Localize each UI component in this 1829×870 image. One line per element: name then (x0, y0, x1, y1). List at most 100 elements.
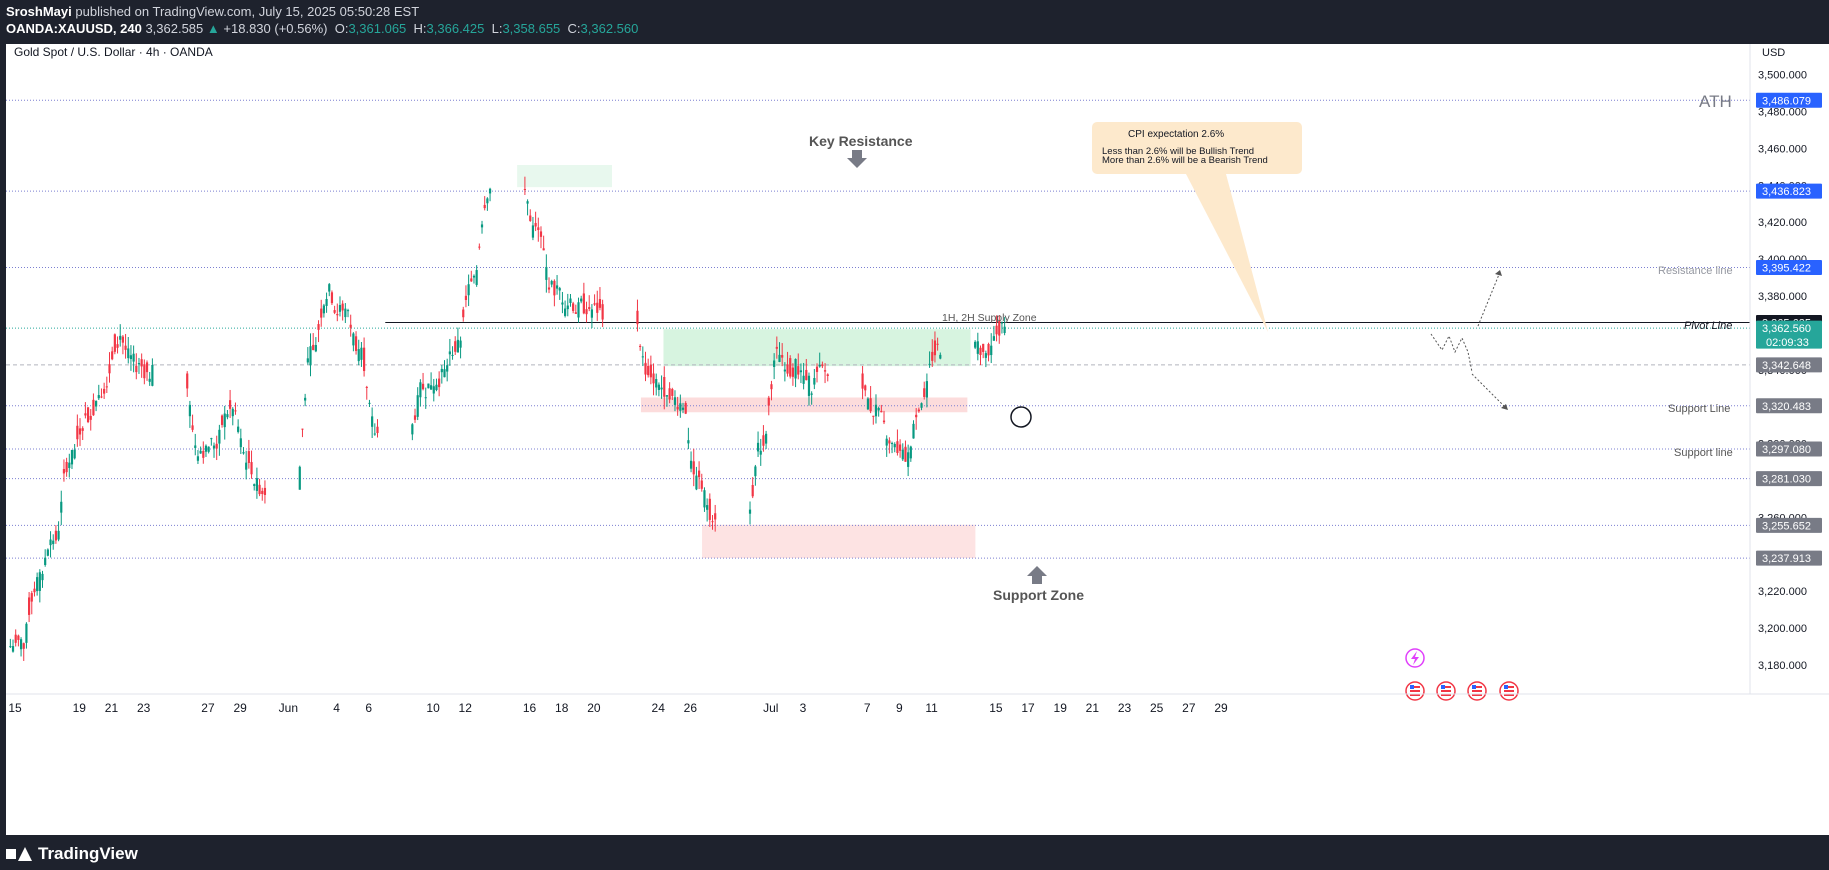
candle-body (593, 303, 596, 305)
us-flag-canton (1472, 685, 1476, 689)
x-tick-label: Jun (279, 701, 298, 715)
candle-body (636, 310, 639, 325)
candle-body (478, 246, 481, 248)
candle-body (893, 444, 896, 448)
candle-body (322, 305, 325, 314)
candle-body (564, 308, 567, 316)
candle-body (215, 443, 218, 449)
tradingview-logo[interactable]: TradingView (6, 844, 138, 864)
candle-body (17, 635, 20, 640)
projection-down-arrowhead-icon (1501, 404, 1508, 410)
pivot-line-label: Pivot Line (1684, 320, 1732, 332)
support-line-zone (640, 397, 968, 413)
candle-body (199, 450, 202, 454)
candle-body (22, 643, 25, 649)
candle-body (413, 415, 417, 420)
candle-body (28, 597, 31, 615)
key-resistance-zone (517, 165, 612, 188)
chart-svg[interactable]: CPI expectation 2.6% Less than 2.6% will… (6, 44, 1829, 835)
candle-body (647, 365, 650, 376)
candle-body (462, 309, 465, 318)
candle-body (778, 354, 781, 362)
candle-body (456, 339, 459, 353)
chart-area[interactable]: CPI expectation 2.6% Less than 2.6% will… (6, 44, 1829, 835)
candle-body (754, 466, 757, 477)
candle-body (328, 284, 331, 292)
candle-body (880, 410, 883, 413)
lightning-event-icon[interactable] (1405, 648, 1425, 668)
x-tick-label: 11 (925, 701, 938, 715)
candle-body (226, 414, 229, 418)
symbol-label[interactable]: OANDA:XAUUSD, 240 (6, 21, 142, 36)
price-label: 3,255.652 (1762, 520, 1811, 532)
us-flag-events[interactable] (1405, 681, 1519, 701)
candle-body (135, 365, 138, 373)
candle-body (317, 324, 320, 330)
candle-body (644, 362, 647, 375)
support-line-label-1: Support Line (1668, 403, 1730, 415)
candle-body (901, 449, 904, 460)
candle-body (459, 340, 462, 348)
candle-body (569, 298, 572, 303)
price-label: 3,237.913 (1762, 553, 1811, 565)
candle-body (657, 384, 660, 390)
candle-body (25, 623, 28, 643)
candle-body (119, 335, 122, 340)
candle-body (207, 446, 210, 452)
candle-body (762, 435, 765, 446)
candle-body (695, 475, 698, 490)
projection-path (1430, 333, 1473, 373)
candle-body (706, 505, 709, 510)
x-tick-label: Jul (763, 701, 778, 715)
x-tick-label: 18 (555, 701, 569, 715)
candle-body (467, 284, 470, 296)
candle-body (261, 490, 264, 494)
candle-body (336, 314, 339, 316)
candle-body (580, 298, 583, 302)
candle-body (984, 353, 987, 358)
y-tick-label: 3,500.000 (1758, 70, 1807, 82)
candle-body (424, 397, 427, 399)
candle-body (360, 347, 363, 360)
candles-layer (9, 176, 1006, 661)
x-tick-label: 27 (201, 701, 215, 715)
candle-body (791, 367, 794, 377)
candle-body (572, 303, 575, 311)
candle-body (194, 445, 197, 448)
candle-body (103, 388, 106, 394)
open-value: 3,361.065 (348, 21, 407, 36)
candle-body (151, 365, 154, 386)
candle-body (775, 346, 778, 349)
candle-body (689, 460, 693, 469)
cpi-callout-box[interactable] (1092, 122, 1302, 174)
author-name[interactable]: SroshMayi (6, 4, 72, 19)
candle-body (430, 385, 433, 390)
candle-body (933, 340, 937, 356)
candle-body (253, 484, 256, 486)
candle-body (555, 285, 559, 289)
price-label: 3,362.560 (1762, 323, 1811, 335)
support-zone (702, 524, 976, 558)
x-tick-label: 7 (864, 701, 871, 715)
resistance-line-label: Resistance line (1658, 265, 1733, 277)
candle-body (127, 348, 130, 359)
price-label: 3,320.483 (1762, 401, 1811, 413)
candle-body (54, 530, 57, 541)
candle-body (223, 413, 226, 428)
candle-body (885, 438, 888, 446)
candle-body (333, 310, 336, 313)
candle-body (237, 426, 240, 432)
candle-body (582, 293, 585, 314)
price-label-bg (1756, 260, 1822, 276)
price-labels: 3,486.0793,436.8233,395.4223,365.6353,36… (1756, 92, 1822, 566)
candle-body (939, 354, 942, 359)
cpi-callout-pointer (1186, 174, 1268, 332)
candle-body (641, 356, 644, 358)
candle-body (912, 423, 915, 439)
candle-body (596, 302, 599, 313)
candle-body (108, 364, 111, 374)
candle-body (97, 395, 100, 399)
candle-body (352, 333, 355, 346)
x-tick-label: 6 (365, 701, 372, 715)
candle-body (810, 393, 813, 395)
